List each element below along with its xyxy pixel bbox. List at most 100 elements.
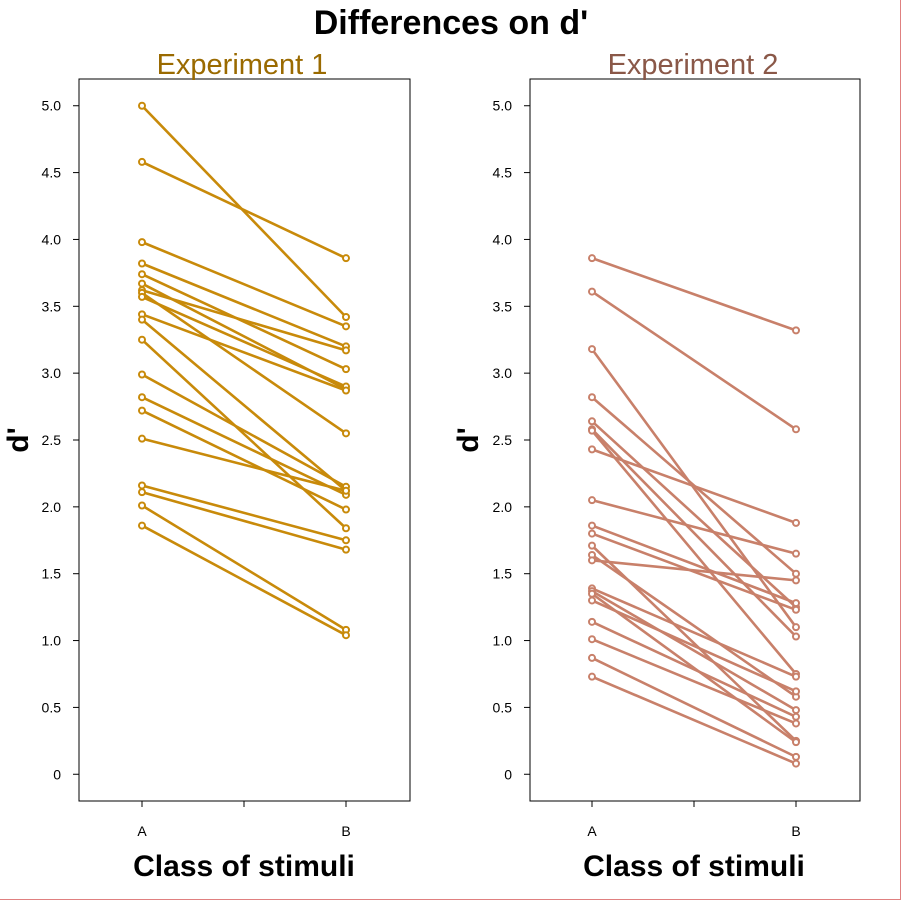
data-point (792, 719, 800, 728)
series-line (140, 318, 348, 493)
series-line (590, 347, 798, 629)
y-tick-label: 2.0 (493, 499, 513, 515)
y-tick-label: 0 (53, 766, 61, 782)
data-point (792, 326, 800, 335)
data-point (588, 426, 596, 435)
data-point (588, 345, 596, 354)
series-line (140, 504, 348, 632)
x-tick-label: B (791, 823, 800, 839)
data-point (138, 393, 146, 402)
y-tick-label: 4.5 (42, 165, 62, 181)
data-point (588, 417, 596, 426)
plot-area (529, 78, 861, 802)
y-tick-label: 4.5 (493, 165, 513, 181)
data-point (588, 596, 596, 605)
data-point (792, 576, 800, 585)
data-point (792, 687, 800, 696)
data-point (792, 605, 800, 614)
data-point (138, 101, 146, 110)
y-tick-label: 0 (504, 766, 512, 782)
series-line (590, 637, 798, 725)
data-point (792, 759, 800, 768)
series-line (140, 395, 348, 497)
data-point (138, 270, 146, 279)
data-point (138, 315, 146, 324)
data-point (138, 481, 146, 490)
y-axis-title: d' (452, 427, 485, 452)
series-line (590, 675, 798, 765)
y-tick-label: 1.5 (493, 566, 513, 582)
plot-area (78, 78, 411, 802)
y-tick-label: 2.5 (42, 432, 62, 448)
series-line (590, 429, 798, 676)
data-point (138, 501, 146, 510)
data-point (792, 549, 800, 558)
data-point (342, 386, 350, 395)
data-point (588, 635, 596, 644)
series-line (590, 524, 798, 605)
y-tick-label: 4.0 (42, 231, 62, 247)
data-point (588, 672, 596, 681)
data-point (342, 322, 350, 331)
series-line (590, 290, 798, 431)
y-tick-label: 3.5 (42, 298, 62, 314)
x-tick-label: B (341, 823, 350, 839)
x-axis-title: Class of stimuli (583, 850, 805, 883)
y-tick-label: 3.0 (493, 365, 513, 381)
data-point (342, 505, 350, 514)
data-point (588, 556, 596, 565)
series-line (140, 409, 348, 511)
data-point (588, 529, 596, 538)
x-tick-label: A (587, 823, 597, 839)
series-line (140, 373, 348, 489)
data-point (588, 496, 596, 505)
data-point (138, 335, 146, 344)
data-point (588, 445, 596, 454)
series-line (590, 553, 798, 699)
y-tick-label: 5.0 (42, 98, 62, 114)
data-point (138, 370, 146, 379)
series-line (140, 262, 348, 348)
data-point (588, 617, 596, 626)
series-line (590, 419, 798, 609)
y-tick-label: 0.5 (42, 699, 62, 715)
data-point (588, 521, 596, 530)
series-line (590, 599, 798, 693)
data-point (138, 406, 146, 415)
series-line (590, 587, 798, 678)
data-point (792, 569, 800, 578)
y-tick-label: 0.5 (493, 699, 513, 715)
y-tick-label: 3.0 (42, 365, 62, 381)
data-point (342, 631, 350, 640)
data-point (342, 536, 350, 545)
series-line (590, 532, 798, 612)
y-tick-label: 1.5 (42, 566, 62, 582)
data-point (138, 259, 146, 268)
y-tick-label: 2.5 (493, 432, 513, 448)
panel-title: Experiment 2 (608, 49, 779, 81)
data-point (342, 254, 350, 263)
series-line (140, 484, 348, 542)
series-line (590, 448, 798, 525)
data-point (792, 738, 800, 747)
data-point (138, 238, 146, 247)
y-tick-label: 1.0 (42, 633, 62, 649)
data-point (792, 712, 800, 721)
data-point (342, 524, 350, 533)
data-point (342, 346, 350, 355)
chart-title: Differences on d' (314, 4, 588, 42)
data-point (588, 393, 596, 402)
y-tick-label: 3.5 (493, 298, 513, 314)
series-line (590, 498, 798, 555)
series-line (590, 428, 798, 638)
data-point (792, 623, 800, 632)
series-line (140, 490, 348, 551)
data-point (342, 429, 350, 438)
data-point (138, 157, 146, 166)
data-point (588, 541, 596, 550)
data-point (588, 287, 596, 296)
data-point (138, 279, 146, 288)
series-line (140, 288, 348, 352)
data-point (138, 292, 146, 301)
x-axis-title: Class of stimuli (133, 850, 355, 883)
